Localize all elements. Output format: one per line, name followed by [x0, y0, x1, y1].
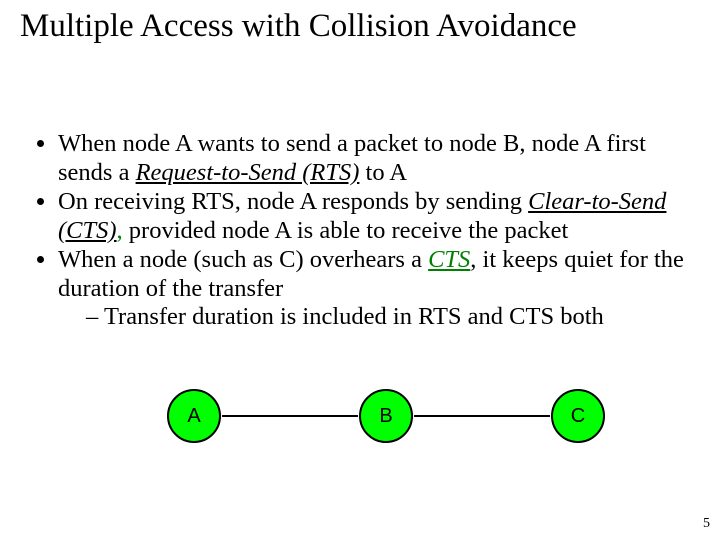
node-a: A [166, 388, 222, 444]
bullet-3-pre: When a node (such as C) overhears a [58, 246, 428, 273]
page-number: 5 [703, 516, 710, 532]
edge-bc [414, 415, 550, 417]
node-diagram: A B C [0, 388, 720, 444]
cts-term-short: CTS [428, 246, 470, 273]
bullet-1-post: to A [359, 159, 407, 186]
slide-body: When node A wants to send a packet to no… [30, 130, 690, 332]
edge-ab [222, 415, 358, 417]
sub-bullet-list: Transfer duration is included in RTS and… [58, 303, 690, 332]
node-a-label: A [166, 388, 222, 444]
bullet-3-sub: Transfer duration is included in RTS and… [86, 303, 690, 332]
bullet-2-pre: On receiving RTS, node A responds by sen… [58, 188, 528, 215]
bullet-2-post: provided node A is able to receive the p… [123, 217, 569, 244]
node-b-label: B [358, 388, 414, 444]
rts-term: Request-to-Send (RTS) [136, 159, 360, 186]
node-c-label: C [550, 388, 606, 444]
slide: Multiple Access with Collision Avoidance… [0, 0, 720, 540]
node-b: B [358, 388, 414, 444]
bullet-list: When node A wants to send a packet to no… [30, 130, 690, 332]
bullet-1: When node A wants to send a packet to no… [58, 130, 690, 188]
bullet-3: When a node (such as C) overhears a CTS,… [58, 246, 690, 333]
bullet-2: On receiving RTS, node A responds by sen… [58, 188, 690, 246]
node-c: C [550, 388, 606, 444]
slide-title: Multiple Access with Collision Avoidance [20, 8, 720, 45]
